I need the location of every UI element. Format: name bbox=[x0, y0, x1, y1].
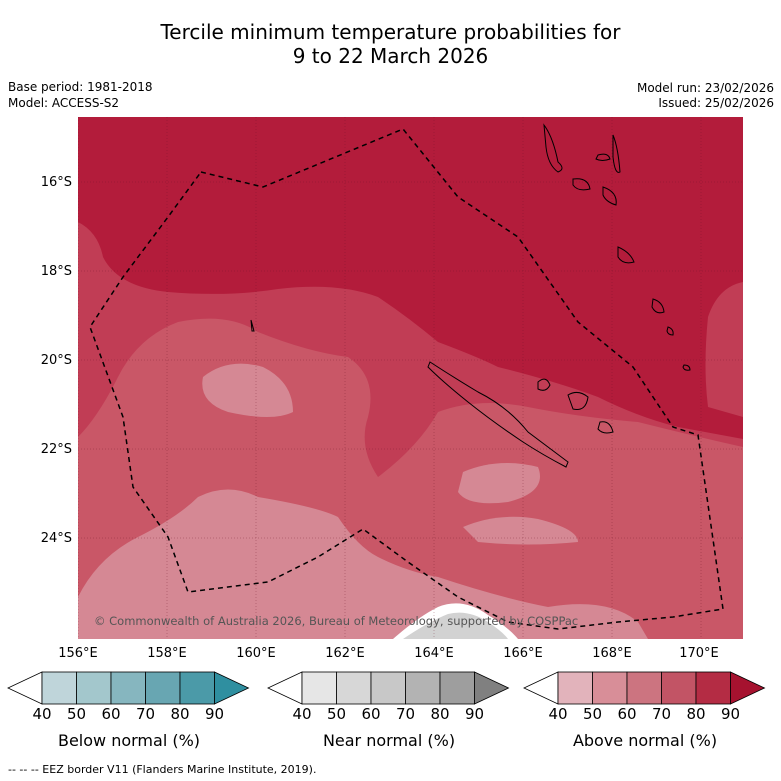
colorbar-tick-label: 40 bbox=[548, 705, 568, 723]
lat-label-24s: 24°S bbox=[40, 531, 72, 546]
map-title-line2: 9 to 22 March 2026 bbox=[292, 44, 489, 68]
lon-label-164e: 164°E bbox=[414, 646, 454, 661]
colorbar-segment bbox=[592, 671, 628, 705]
vanuatu-island-9 bbox=[682, 364, 691, 371]
colorbar-segment bbox=[439, 671, 475, 705]
vanuatu-island-2 bbox=[595, 153, 611, 161]
colorbar-segment bbox=[267, 671, 303, 705]
vanuatu-island-6 bbox=[617, 246, 635, 264]
vanuatu-island-4 bbox=[572, 178, 591, 191]
colorbar-below-normal bbox=[7, 671, 250, 705]
colorbar-tick-label: 80 bbox=[170, 705, 190, 723]
colorbar-segment bbox=[301, 671, 337, 705]
probability-map: © Commonwealth of Australia 2026, Bureau… bbox=[78, 117, 743, 639]
eez-legend: -- -- -- EEZ border V11 (Flanders Marine… bbox=[8, 763, 317, 776]
lat-label-18s: 18°S bbox=[40, 264, 72, 279]
colorbar-segment bbox=[523, 671, 559, 705]
new-caledonia-island bbox=[427, 361, 569, 468]
colorbar-label-below: Below normal (%) bbox=[57, 731, 201, 750]
copyright-text: © Commonwealth of Australia 2026, Bureau… bbox=[94, 614, 578, 628]
colorbar-segment bbox=[7, 671, 43, 705]
colorbar-segment bbox=[370, 671, 406, 705]
colorbar-segment bbox=[179, 671, 215, 705]
issued-date: Issued: 25/02/2026 bbox=[658, 96, 774, 110]
colorbar-segment bbox=[214, 671, 250, 705]
colorbar-segment bbox=[110, 671, 146, 705]
loyalty-island-2 bbox=[567, 391, 589, 410]
solomon-islet bbox=[250, 319, 255, 332]
colorbar-tick-label: 90 bbox=[204, 705, 225, 723]
colorbar-tick-label: 40 bbox=[32, 705, 52, 723]
colorbar-segment bbox=[145, 671, 181, 705]
lon-label-158e: 158°E bbox=[147, 646, 187, 661]
colorbar-segment bbox=[336, 671, 372, 705]
colorbar-near-normal bbox=[267, 671, 510, 705]
lon-label-166e: 166°E bbox=[503, 646, 543, 661]
lon-label-160e: 160°E bbox=[236, 646, 276, 661]
colorbar-tick-label: 60 bbox=[361, 705, 381, 723]
loyalty-island-3 bbox=[597, 421, 614, 434]
loyalty-island-1 bbox=[537, 378, 551, 391]
graticule bbox=[78, 117, 743, 639]
colorbar-tick-label: 50 bbox=[66, 705, 87, 723]
lon-label-162e: 162°E bbox=[325, 646, 365, 661]
colorbar-segment bbox=[661, 671, 697, 705]
colorbar-segment bbox=[76, 671, 112, 705]
region-near-normal-grey bbox=[403, 612, 508, 639]
vanuatu-island-5 bbox=[602, 186, 617, 206]
colorbar-segment bbox=[695, 671, 731, 705]
model-name: Model: ACCESS-S2 bbox=[8, 96, 120, 110]
vanuatu-island-8 bbox=[666, 326, 674, 336]
colorbar-above-normal bbox=[523, 671, 766, 705]
colorbar-tick-label: 70 bbox=[135, 705, 156, 723]
colorbars bbox=[7, 671, 766, 705]
colorbar-tick-label: 90 bbox=[720, 705, 741, 723]
lon-label-168e: 168°E bbox=[592, 646, 632, 661]
vanuatu-island-7 bbox=[651, 298, 665, 314]
colorbar-segment bbox=[405, 671, 441, 705]
lat-label-20s: 20°S bbox=[40, 353, 72, 368]
colorbar-segment bbox=[626, 671, 662, 705]
lat-label-22s: 22°S bbox=[40, 442, 72, 457]
colorbar-segment bbox=[474, 671, 510, 705]
region-above-50-60-south bbox=[463, 516, 578, 545]
colorbar-tick-label: 70 bbox=[651, 705, 672, 723]
colorbar-tick-label: 70 bbox=[395, 705, 416, 723]
colorbar-label-above: Above normal (%) bbox=[572, 731, 718, 750]
region-above-50-60 bbox=[78, 489, 648, 639]
colorbar-tick-label: 50 bbox=[582, 705, 603, 723]
region-above-50-60-east bbox=[458, 463, 540, 504]
colorbar-tick-label: 60 bbox=[101, 705, 121, 723]
lon-label-170e: 170°E bbox=[679, 646, 719, 661]
eez-border bbox=[89, 128, 724, 630]
colorbar-label-near: Near normal (%) bbox=[322, 731, 456, 750]
map-title-line1: Tercile minimum temperature probabilitie… bbox=[160, 20, 621, 44]
lat-label-16s: 16°S bbox=[40, 175, 72, 190]
lon-label-156e: 156°E bbox=[58, 646, 98, 661]
model-run: Model run: 23/02/2026 bbox=[636, 81, 774, 95]
colorbar-tick-label: 60 bbox=[617, 705, 637, 723]
vanuatu-island-1 bbox=[543, 123, 563, 173]
region-above-50-60-west bbox=[202, 363, 293, 417]
vanuatu-island-3 bbox=[612, 134, 621, 173]
colorbar-segment bbox=[730, 671, 766, 705]
colorbar-segment bbox=[41, 671, 77, 705]
colorbar-tick-label: 80 bbox=[686, 705, 706, 723]
colorbar-tick-label: 80 bbox=[430, 705, 450, 723]
colorbar-tick-label: 90 bbox=[464, 705, 485, 723]
colorbar-tick-label: 50 bbox=[326, 705, 347, 723]
colorbar-segment bbox=[557, 671, 593, 705]
colorbar-tick-label: 40 bbox=[292, 705, 312, 723]
base-period: Base period: 1981-2018 bbox=[8, 80, 153, 94]
